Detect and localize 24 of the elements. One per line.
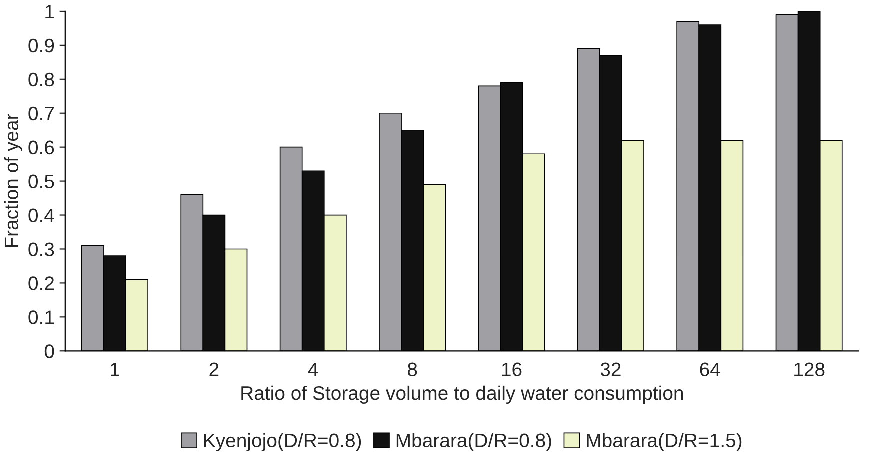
y-tick-label: 0.5 xyxy=(28,174,54,189)
y-tick-label: 0.9 xyxy=(28,38,54,53)
x-tick-label: 2 xyxy=(210,362,219,376)
x-tick-label: 8 xyxy=(408,362,418,377)
x-tick-label: 128 xyxy=(794,362,825,377)
y-tick-label: 0.4 xyxy=(28,208,54,223)
x-axis-title: Ratio of Storage volume to daily water consumption xyxy=(242,386,684,404)
y-tick-label: 0 xyxy=(44,344,54,358)
x-tick-label: 64 xyxy=(700,362,720,377)
y-tick-label: 1 xyxy=(46,5,54,19)
y-tick-label: 0.3 xyxy=(28,242,54,256)
y-tick-label: 0.1 xyxy=(28,310,54,324)
legend-label: Kyenjojo(D/R=0.8) xyxy=(204,433,362,452)
x-tick-label: 16 xyxy=(502,362,522,377)
y-axis-title: Fraction of year xyxy=(4,114,22,248)
x-tick-label: 4 xyxy=(308,362,318,376)
legend-label: Mbarara(D/R=1.5) xyxy=(587,433,742,452)
y-tick-label: 0.8 xyxy=(28,72,54,87)
x-tick-label: 1 xyxy=(111,362,120,376)
x-tick-label: 32 xyxy=(600,362,621,377)
y-tick-label: 0.6 xyxy=(28,140,54,155)
y-tick-label: 0.7 xyxy=(28,106,54,121)
y-tick-label: 0.2 xyxy=(28,276,54,290)
legend-label: Mbarara(D/R=0.8) xyxy=(396,433,552,452)
